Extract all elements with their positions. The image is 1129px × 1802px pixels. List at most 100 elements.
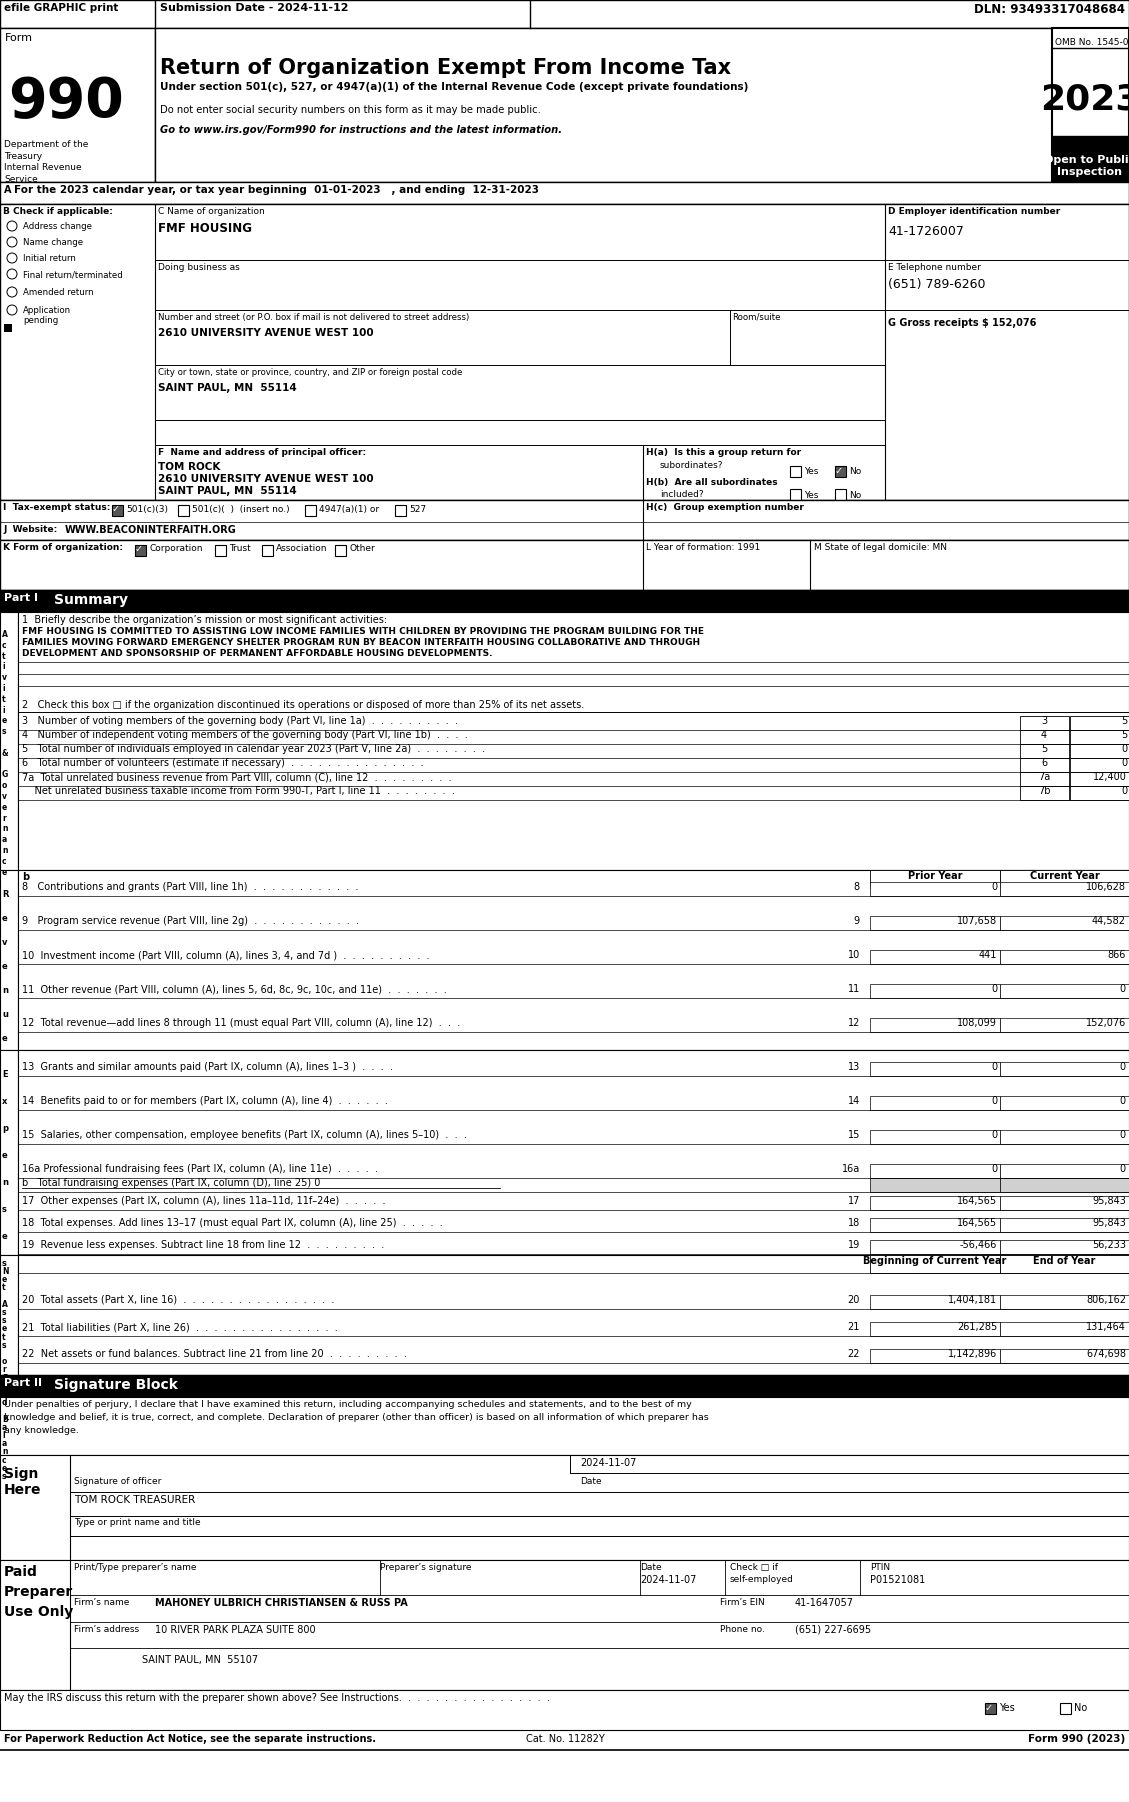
Text: 806,162: 806,162 [1086, 1296, 1126, 1305]
Text: u: u [2, 1009, 8, 1018]
Text: 8: 8 [854, 881, 860, 892]
Text: v: v [2, 939, 8, 948]
Text: 21  Total liabilities (Part X, line 26)  .  .  .  .  .  .  .  .  .  .  .  .  .  : 21 Total liabilities (Part X, line 26) .… [21, 1323, 338, 1332]
Bar [1019, 744, 1069, 759]
Bar [870, 915, 1000, 930]
Bar [870, 1240, 1000, 1254]
Bar [178, 505, 189, 515]
Bar [0, 870, 18, 1051]
Bar [0, 1397, 1129, 1454]
Text: P01521081: P01521081 [870, 1575, 926, 1586]
Bar [0, 589, 1129, 613]
Text: s: s [2, 728, 7, 737]
Bar [1000, 1197, 1129, 1209]
Text: Prior Year: Prior Year [908, 870, 962, 881]
Text: H(c)  Group exemption number: H(c) Group exemption number [646, 503, 804, 512]
Text: 10 RIVER PARK PLAZA SUITE 800: 10 RIVER PARK PLAZA SUITE 800 [155, 1625, 316, 1634]
Text: 16a: 16a [842, 1164, 860, 1173]
Text: Final return/terminated: Final return/terminated [23, 270, 123, 279]
Text: 131,464: 131,464 [1086, 1323, 1126, 1332]
Bar [870, 870, 1000, 888]
Bar [1070, 771, 1129, 786]
Text: Initial return: Initial return [23, 254, 76, 263]
Text: e: e [2, 1233, 8, 1242]
Text: 17: 17 [848, 1197, 860, 1206]
Bar [1000, 984, 1129, 998]
Bar [18, 1254, 1129, 1375]
Text: 8   Contributions and grants (Part VIII, line 1h)  .  .  .  .  .  .  .  .  .  . : 8 Contributions and grants (Part VIII, l… [21, 881, 359, 892]
Text: o: o [2, 782, 8, 791]
Bar [1070, 715, 1129, 730]
Text: 5: 5 [1121, 715, 1127, 726]
Text: e: e [2, 867, 7, 876]
Text: s: s [2, 1260, 7, 1269]
Text: c: c [2, 642, 7, 651]
Bar [870, 1218, 1000, 1233]
Text: Firm’s address: Firm’s address [75, 1625, 139, 1634]
Text: Net unrelated business taxable income from Form 990-T, Part I, line 11  .  .  . : Net unrelated business taxable income fr… [21, 786, 455, 796]
Text: n: n [2, 1179, 8, 1188]
Text: 5: 5 [1041, 744, 1047, 753]
Text: s: s [2, 1308, 7, 1317]
Bar [790, 488, 800, 499]
Text: TOM ROCK: TOM ROCK [158, 461, 220, 472]
Text: t: t [2, 1283, 6, 1292]
Text: 108,099: 108,099 [957, 1018, 997, 1027]
Text: 22  Net assets or fund balances. Subtract line 21 from line 20  .  .  .  .  .  .: 22 Net assets or fund balances. Subtract… [21, 1350, 406, 1359]
Text: 7b: 7b [1038, 786, 1050, 796]
Text: Cat. No. 11282Y: Cat. No. 11282Y [526, 1734, 604, 1744]
Text: Open to Public
Inspection: Open to Public Inspection [1044, 155, 1129, 177]
Bar [112, 505, 123, 515]
Text: 44,582: 44,582 [1092, 915, 1126, 926]
Text: 11  Other revenue (Part VIII, column (A), lines 5, 6d, 8c, 9c, 10c, and 11e)  . : 11 Other revenue (Part VIII, column (A),… [21, 984, 447, 995]
Bar [1052, 135, 1129, 182]
Bar [870, 1350, 1000, 1362]
Text: Type or print name and title: Type or print name and title [75, 1517, 201, 1526]
Text: No: No [849, 490, 861, 499]
Text: 674,698: 674,698 [1086, 1350, 1126, 1359]
Bar [0, 29, 155, 182]
Text: Other: Other [349, 544, 375, 553]
Text: subordinates?: subordinates? [660, 461, 724, 470]
Text: self-employed: self-employed [730, 1575, 794, 1584]
Bar [870, 1018, 1000, 1033]
Text: 7a  Total unrelated business revenue from Part VIII, column (C), line 12  .  .  : 7a Total unrelated business revenue from… [21, 771, 452, 782]
Text: 0: 0 [991, 984, 997, 995]
Bar [1000, 881, 1129, 896]
Bar [0, 1051, 18, 1254]
Bar [0, 1561, 1129, 1690]
Text: 164,565: 164,565 [957, 1218, 997, 1227]
Text: ✓: ✓ [984, 1703, 994, 1714]
Text: e: e [2, 1276, 7, 1285]
Text: 1  Briefly describe the organization’s mission or most significant activities:: 1 Briefly describe the organization’s mi… [21, 614, 387, 625]
Text: 0: 0 [1120, 1130, 1126, 1141]
Text: DEVELOPMENT AND SPONSORSHIP OF PERMANENT AFFORDABLE HOUSING DEVELOPMENTS.: DEVELOPMENT AND SPONSORSHIP OF PERMANENT… [21, 649, 492, 658]
Text: Name change: Name change [23, 238, 84, 247]
Text: WWW.BEACONINTERFAITH.ORG: WWW.BEACONINTERFAITH.ORG [65, 524, 237, 535]
Text: (651) 227-6695: (651) 227-6695 [795, 1625, 872, 1634]
Text: 0: 0 [1121, 759, 1127, 768]
Text: No: No [849, 467, 861, 476]
Text: City or town, state or province, country, and ZIP or foreign postal code: City or town, state or province, country… [158, 368, 463, 377]
Text: 5: 5 [1121, 730, 1127, 741]
Text: K Form of organization:: K Form of organization: [3, 542, 123, 551]
Text: 12  Total revenue—add lines 8 through 11 (must equal Part VIII, column (A), line: 12 Total revenue—add lines 8 through 11 … [21, 1018, 461, 1027]
Text: 13  Grants and similar amounts paid (Part IX, column (A), lines 1–3 )  .  .  .  : 13 Grants and similar amounts paid (Part… [21, 1061, 393, 1072]
Bar [1070, 730, 1129, 744]
Text: 1,142,896: 1,142,896 [947, 1350, 997, 1359]
Text: FAMILIES MOVING FORWARD EMERGENCY SHELTER PROGRAM RUN BY BEACON INTERFAITH HOUSI: FAMILIES MOVING FORWARD EMERGENCY SHELTE… [21, 638, 700, 647]
Text: Amended return: Amended return [23, 288, 94, 297]
Text: 152,076: 152,076 [1086, 1018, 1126, 1027]
Bar [1070, 759, 1129, 771]
Text: Address change: Address change [23, 222, 91, 231]
Bar [870, 1179, 1000, 1191]
Bar [984, 1703, 996, 1714]
Bar [1000, 1164, 1129, 1179]
Text: 2   Check this box □ if the organization discontinued its operations or disposed: 2 Check this box □ if the organization d… [21, 699, 584, 710]
Text: 12,400: 12,400 [1093, 771, 1127, 782]
Text: ✓: ✓ [112, 505, 120, 514]
Text: t: t [2, 652, 6, 661]
Bar [835, 467, 846, 478]
Text: FMF HOUSING: FMF HOUSING [158, 222, 252, 234]
Text: e: e [2, 914, 8, 923]
